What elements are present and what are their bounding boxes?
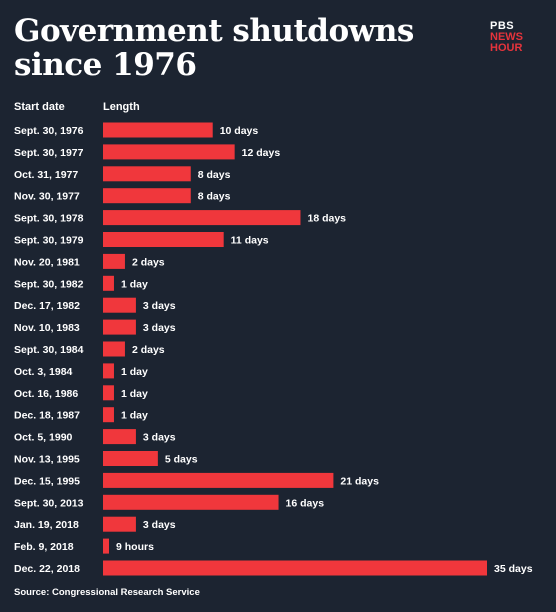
category-label: Oct. 16, 1986 <box>14 388 78 400</box>
category-label: Dec. 22, 2018 <box>14 563 80 575</box>
category-label: Sept. 30, 1982 <box>14 278 84 290</box>
bar <box>103 122 213 138</box>
bar-row: Feb. 9, 2018 9 hours <box>14 538 154 554</box>
bar <box>103 560 487 576</box>
category-label: Sept. 30, 1984 <box>14 344 84 356</box>
pbs-newshour-logo: PBS NEWS HOUR <box>490 21 542 54</box>
bar <box>103 297 136 313</box>
category-label: Sept. 30, 1976 <box>14 125 84 137</box>
bar <box>103 538 109 554</box>
bar-row: Sept. 30, 1977 12 days <box>14 144 281 160</box>
bar <box>103 429 136 445</box>
category-label: Nov. 20, 1981 <box>14 256 80 268</box>
category-label: Oct. 31, 1977 <box>14 169 78 181</box>
category-label: Nov. 30, 1977 <box>14 191 80 203</box>
bar-row: Nov. 30, 1977 8 days <box>14 188 231 204</box>
logo-line-pbs: PBS <box>490 20 515 32</box>
category-label: Dec. 17, 1982 <box>14 300 80 312</box>
value-label: 35 days <box>494 563 533 575</box>
bar-row: Dec. 22, 2018 35 days <box>14 560 533 576</box>
bar-row: Oct. 5, 1990 3 days <box>14 429 176 445</box>
bar-row: Sept. 30, 1976 10 days <box>14 122 259 138</box>
category-label: Sept. 30, 1979 <box>14 235 84 247</box>
bar-row: Dec. 18, 1987 1 day <box>14 407 148 423</box>
bar-row: Sept. 30, 1984 2 days <box>14 341 165 357</box>
category-label: Sept. 30, 1977 <box>14 147 84 159</box>
bar <box>103 275 114 291</box>
bar-row: Oct. 16, 1986 1 day <box>14 385 148 401</box>
category-label: Nov. 10, 1983 <box>14 322 80 334</box>
bar-row: Sept. 30, 1979 11 days <box>14 232 269 247</box>
bar <box>103 144 235 160</box>
length-header: Length <box>103 101 140 113</box>
bar <box>103 341 125 357</box>
bar-row: Nov. 20, 1981 2 days <box>14 253 165 269</box>
bar <box>103 494 279 510</box>
value-label: 3 days <box>143 519 176 531</box>
value-label: 1 day <box>121 388 148 400</box>
bar-row: Sept. 30, 2013 16 days <box>14 494 325 510</box>
value-label: 2 days <box>132 256 165 268</box>
category-label: Sept. 30, 2013 <box>14 497 84 509</box>
logo-line-news: NEWS <box>490 31 523 43</box>
bar <box>103 516 136 532</box>
bar-row: Dec. 15, 1995 21 days <box>14 472 379 488</box>
source-note: Source: Congressional Research Service <box>14 587 200 598</box>
value-label: 8 days <box>198 191 231 203</box>
logo-line-hour: HOUR <box>490 42 523 54</box>
bar-row: Jan. 19, 2018 3 days <box>14 516 176 532</box>
bar-row: Nov. 13, 1995 5 days <box>14 451 198 466</box>
bar <box>103 319 136 335</box>
bar <box>103 407 114 423</box>
bar-row: Dec. 17, 1982 3 days <box>14 297 176 313</box>
value-label: 3 days <box>143 432 176 444</box>
value-label: 11 days <box>231 235 269 247</box>
value-label: 8 days <box>198 169 231 181</box>
start-date-header: Start date <box>14 101 65 113</box>
category-label: Oct. 3, 1984 <box>14 366 73 378</box>
value-label: 12 days <box>242 147 281 159</box>
value-label: 3 days <box>143 300 176 312</box>
bar <box>103 166 191 182</box>
value-label: 21 days <box>340 475 379 487</box>
bar <box>103 232 224 247</box>
bar <box>103 451 158 466</box>
category-label: Dec. 15, 1995 <box>14 475 80 487</box>
value-label: 16 days <box>286 497 325 509</box>
category-label: Oct. 5, 1990 <box>14 432 73 444</box>
category-label: Dec. 18, 1987 <box>14 410 80 422</box>
bar <box>103 385 114 401</box>
value-label: 18 days <box>307 213 346 225</box>
bar-row: Sept. 30, 1978 18 days <box>14 210 346 226</box>
bar-row: Oct. 3, 1984 1 day <box>14 363 148 379</box>
bar-row: Nov. 10, 1983 3 days <box>14 319 176 335</box>
bar <box>103 253 125 269</box>
value-label: 10 days <box>220 125 259 137</box>
category-label: Feb. 9, 2018 <box>14 541 74 553</box>
value-label: 1 day <box>121 278 148 290</box>
bar <box>103 363 114 379</box>
category-label: Nov. 13, 1995 <box>14 454 80 466</box>
bar <box>103 472 334 488</box>
chart-title: Government shutdowns since 1976 <box>14 13 414 83</box>
value-label: 1 day <box>121 366 148 378</box>
bar-row: Sept. 30, 1982 1 day <box>14 275 148 291</box>
value-label: 9 hours <box>116 541 154 553</box>
value-label: 1 day <box>121 410 148 422</box>
category-label: Sept. 30, 1978 <box>14 213 84 225</box>
value-label: 3 days <box>143 322 176 334</box>
value-label: 5 days <box>165 454 198 466</box>
bar-row: Oct. 31, 1977 8 days <box>14 166 231 182</box>
category-label: Jan. 19, 2018 <box>14 519 79 531</box>
bar <box>103 188 191 204</box>
bar <box>103 210 301 226</box>
value-label: 2 days <box>132 344 165 356</box>
